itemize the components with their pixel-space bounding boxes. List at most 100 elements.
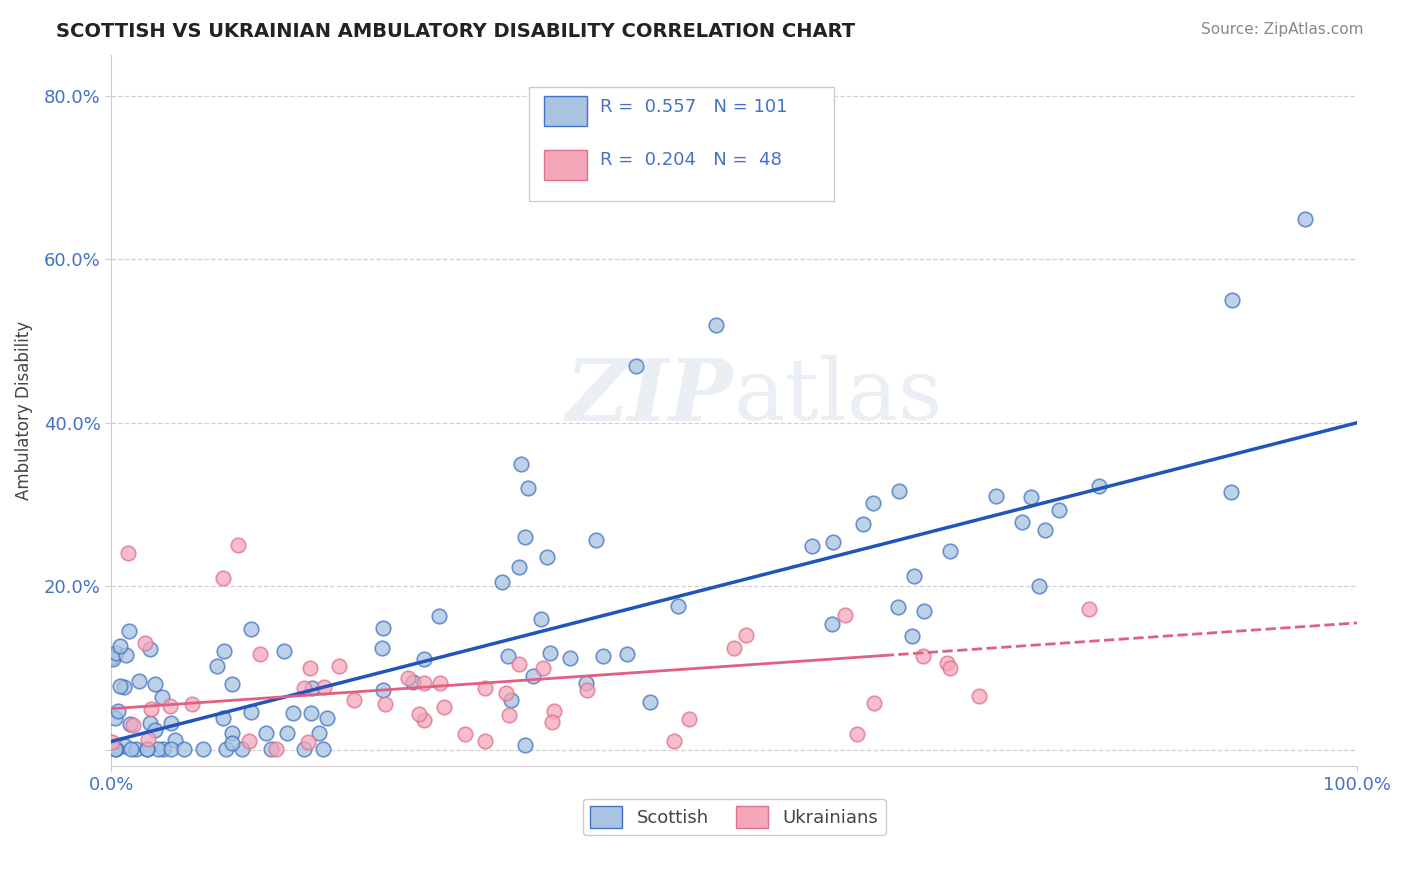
Point [638, 696, 661, 710]
Text: SCOTTISH VS UKRAINIAN AMBULATORY DISABILITY CORRELATION CHART: SCOTTISH VS UKRAINIAN AMBULATORY DISABIL… [56, 22, 855, 41]
Point [413, 713, 436, 727]
Point [211, 711, 233, 725]
Point [122, 718, 145, 732]
Point [136, 732, 159, 747]
Point [433, 700, 456, 714]
Point [117, 546, 139, 560]
Point [221, 725, 243, 739]
Point [139, 716, 162, 731]
Point [1019, 490, 1042, 504]
Point [508, 559, 530, 574]
Point [221, 736, 243, 750]
Point [136, 741, 159, 756]
Point [704, 318, 727, 332]
Point [239, 622, 262, 636]
Point [108, 679, 131, 693]
Point [143, 677, 166, 691]
Point [800, 539, 823, 553]
Point [173, 741, 195, 756]
Point [513, 530, 536, 544]
Point [240, 705, 263, 719]
Point [496, 649, 519, 664]
Point [112, 681, 135, 695]
Point [276, 726, 298, 740]
Text: R =  0.557   N = 101: R = 0.557 N = 101 [600, 98, 787, 116]
Point [912, 604, 935, 618]
Point [887, 484, 910, 499]
Point [143, 723, 166, 738]
Point [165, 733, 187, 747]
Point [474, 734, 496, 748]
Point [104, 711, 127, 725]
Point [159, 698, 181, 713]
Point [136, 741, 159, 756]
Legend: Scottish, Ukrainians: Scottish, Ukrainians [582, 798, 886, 835]
Bar [529, 87, 834, 201]
Point [297, 735, 319, 749]
Point [103, 741, 125, 756]
Point [538, 647, 561, 661]
Point [160, 741, 183, 756]
Point [1033, 523, 1056, 537]
Point [371, 641, 394, 656]
Point [238, 734, 260, 748]
Y-axis label: Ambulatory Disability: Ambulatory Disability [15, 321, 32, 500]
Point [159, 715, 181, 730]
Point [292, 681, 315, 695]
Point [105, 741, 128, 756]
Point [152, 690, 174, 704]
Point [374, 697, 396, 711]
Point [107, 705, 129, 719]
Point [821, 617, 844, 632]
Point [314, 681, 336, 695]
Point [120, 741, 142, 756]
Point [935, 656, 957, 670]
Point [845, 727, 868, 741]
Point [1078, 602, 1101, 616]
Point [402, 674, 425, 689]
Point [408, 706, 430, 721]
Point [911, 649, 934, 664]
Point [498, 707, 520, 722]
Point [862, 496, 884, 510]
Point [624, 359, 647, 373]
Point [834, 608, 856, 623]
Point [495, 686, 517, 700]
Bar [544, 96, 588, 126]
Point [666, 599, 689, 613]
Point [508, 657, 530, 672]
Point [301, 681, 323, 695]
Point [266, 741, 288, 756]
Point [517, 481, 540, 495]
Point [501, 693, 523, 707]
Point [939, 661, 962, 675]
Point [273, 644, 295, 658]
Point [515, 738, 537, 752]
Point [1220, 485, 1243, 500]
Text: atlas: atlas [734, 355, 943, 438]
Point [429, 676, 451, 690]
Point [585, 533, 607, 547]
Point [413, 676, 436, 690]
Point [984, 489, 1007, 503]
Point [104, 646, 127, 660]
Point [316, 711, 339, 725]
Point [576, 682, 599, 697]
Point [734, 627, 756, 641]
Point [101, 649, 124, 664]
Point [427, 608, 450, 623]
Point [396, 672, 419, 686]
Point [215, 741, 238, 756]
Point [491, 575, 513, 590]
Point [543, 704, 565, 718]
Point [474, 681, 496, 696]
Point [128, 674, 150, 689]
Point [541, 714, 564, 729]
Point [967, 689, 990, 703]
Point [249, 647, 271, 661]
Point [328, 659, 350, 673]
Point [373, 621, 395, 635]
Point [254, 726, 277, 740]
Point [308, 726, 330, 740]
Point [212, 644, 235, 658]
